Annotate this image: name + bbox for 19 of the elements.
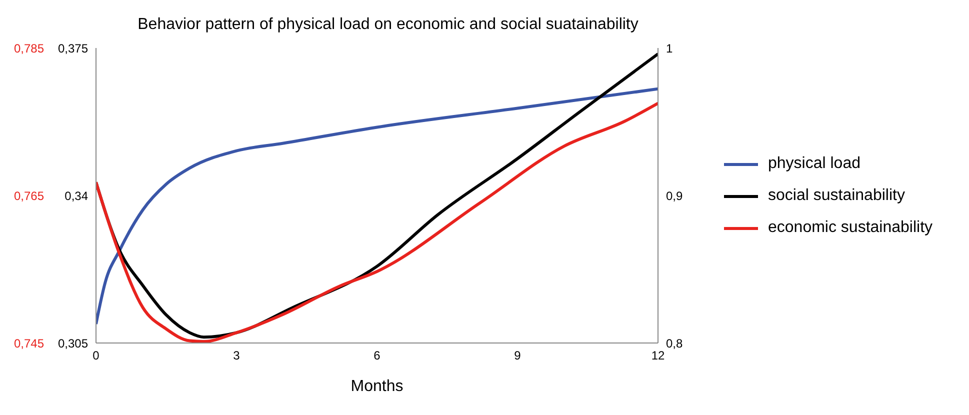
y-tick-label: 0,375 xyxy=(58,41,88,56)
x-tick-label: 3 xyxy=(233,348,240,363)
x-tick-label: 9 xyxy=(514,348,522,363)
y3-tick-label: 0,785 xyxy=(14,41,44,56)
legend-label: economic sustainability xyxy=(768,219,933,237)
y3-tick-label: 0,745 xyxy=(14,336,44,350)
y-tick-label: 0,305 xyxy=(58,336,88,350)
legend-label: physical load xyxy=(768,155,860,173)
x-tick-label: 6 xyxy=(374,348,381,363)
y-tick-label: 0,34 xyxy=(64,188,88,203)
y3-tick-label: 0,765 xyxy=(14,188,44,203)
chart-title: Behavior pattern of physical load on economic and social suatainability xyxy=(136,16,640,34)
y2-tick-label: 0,9 xyxy=(666,188,684,203)
x-tick-label: 12 xyxy=(651,348,665,363)
legend-label: social sustainability xyxy=(768,187,905,205)
y2-tick-label: 1 xyxy=(666,41,673,56)
y2-tick-label: 0,8 xyxy=(666,336,684,350)
x-tick-label: 0 xyxy=(92,348,100,363)
x-axis-title: Months xyxy=(350,378,404,395)
